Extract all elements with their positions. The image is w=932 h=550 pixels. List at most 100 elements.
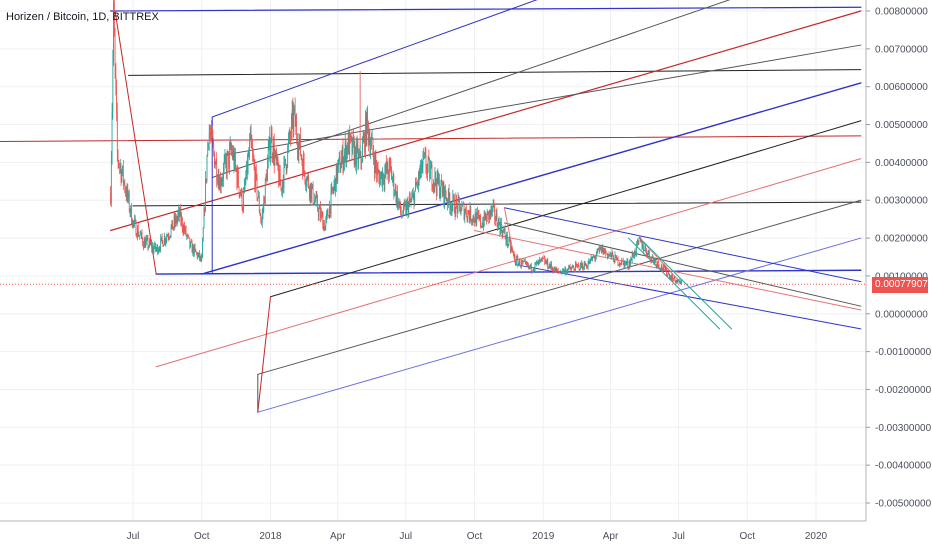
candle-body — [397, 201, 399, 208]
candle-body — [587, 263, 589, 268]
candle-body — [676, 280, 678, 283]
candle-body — [299, 134, 300, 142]
candle-body — [143, 239, 145, 248]
trendline — [128, 69, 862, 76]
candle-body — [467, 211, 469, 220]
candle-body — [184, 227, 186, 232]
candle-body — [476, 212, 478, 226]
candle-body — [154, 243, 156, 249]
candle-body — [201, 257, 203, 260]
candle-body — [281, 187, 283, 192]
candle-body — [341, 147, 343, 159]
candle-body — [470, 206, 472, 221]
candle-body — [424, 153, 426, 156]
candle-body — [621, 259, 623, 265]
candle-body — [610, 253, 612, 258]
candle-body — [249, 140, 250, 155]
candle-body — [323, 222, 324, 230]
candle-body — [338, 158, 339, 166]
candle-body — [481, 226, 483, 228]
candle-body — [491, 207, 493, 213]
candle-body — [336, 164, 338, 181]
candle-body — [487, 211, 489, 212]
candle-body — [391, 168, 392, 180]
symbol-title[interactable]: Horizen / Bitcoin, 1D, BITTREX — [6, 11, 159, 23]
candle-body — [384, 172, 386, 185]
candle-body — [354, 147, 356, 165]
candle-body — [541, 257, 543, 259]
candle-body — [596, 249, 598, 255]
candle-body — [152, 245, 153, 250]
candle-body — [569, 266, 570, 267]
candle-body — [453, 195, 454, 198]
candle-body — [456, 198, 457, 204]
candle-body — [291, 117, 292, 137]
candle-body — [546, 259, 548, 264]
candle-body — [489, 210, 491, 215]
candle-body — [288, 140, 289, 147]
trendline-layer[interactable] — [0, 0, 862, 413]
candle-body — [403, 203, 404, 215]
candle-body — [375, 156, 377, 166]
candle-body — [609, 254, 611, 256]
candle-body — [598, 249, 599, 251]
price-tick-label: 0.00100000 — [875, 271, 928, 282]
candle-body — [137, 227, 138, 238]
candle-body — [469, 206, 471, 221]
price-axis[interactable]: 0.00800000 0.00700000 0.00600000 0.00500000… — [865, 0, 932, 521]
candle-body — [557, 270, 559, 272]
candle-body — [229, 144, 231, 148]
candle-body — [445, 186, 446, 196]
candle-body — [332, 190, 334, 192]
candle-body — [164, 237, 166, 243]
candle-body — [580, 262, 581, 270]
candle-body — [359, 151, 361, 156]
candle-body — [211, 128, 212, 136]
candle-body — [443, 182, 445, 204]
candle-body — [408, 203, 410, 215]
candle-body — [156, 245, 158, 250]
candle-body — [387, 162, 389, 174]
candle-body — [414, 190, 416, 206]
candle-body — [206, 156, 208, 181]
candle-body — [289, 131, 291, 137]
candle-body — [348, 133, 350, 155]
candle-body — [426, 169, 428, 174]
time-tick-label: Apr — [603, 531, 619, 542]
candle-body — [214, 151, 215, 168]
candle-body — [650, 257, 652, 263]
trendline — [114, 10, 157, 275]
candle-body — [361, 161, 363, 163]
candle-body — [178, 209, 179, 216]
candle-body — [489, 210, 490, 220]
candle-body — [627, 260, 629, 267]
candle-body — [542, 257, 543, 259]
candle-body — [279, 169, 281, 186]
candle-body — [442, 185, 443, 195]
time-axis[interactable]: Jul Oct 2018 Apr Jul Oct 2019 Apr Jul Oct 2020 — [0, 520, 866, 542]
candle-body — [477, 213, 479, 215]
time-tick-label: 2019 — [532, 531, 555, 542]
candle-body — [536, 261, 538, 263]
candle-body — [522, 261, 524, 263]
candle-body — [484, 211, 486, 220]
candle-body — [166, 236, 167, 241]
candle-body — [669, 276, 671, 279]
candle-body — [551, 267, 553, 269]
candle-body — [398, 201, 400, 206]
candle-body — [464, 212, 466, 220]
candle-body — [574, 269, 575, 272]
candle-body — [654, 259, 655, 263]
candle-body — [515, 257, 517, 264]
candle-body — [264, 178, 266, 204]
candle-body — [488, 211, 490, 220]
candle-body — [349, 133, 351, 155]
candle-body — [297, 150, 299, 155]
candle-body — [560, 271, 562, 274]
candle-body — [335, 177, 336, 192]
candle-body — [221, 180, 223, 184]
candle-body — [125, 192, 127, 198]
candle-body — [665, 267, 667, 271]
